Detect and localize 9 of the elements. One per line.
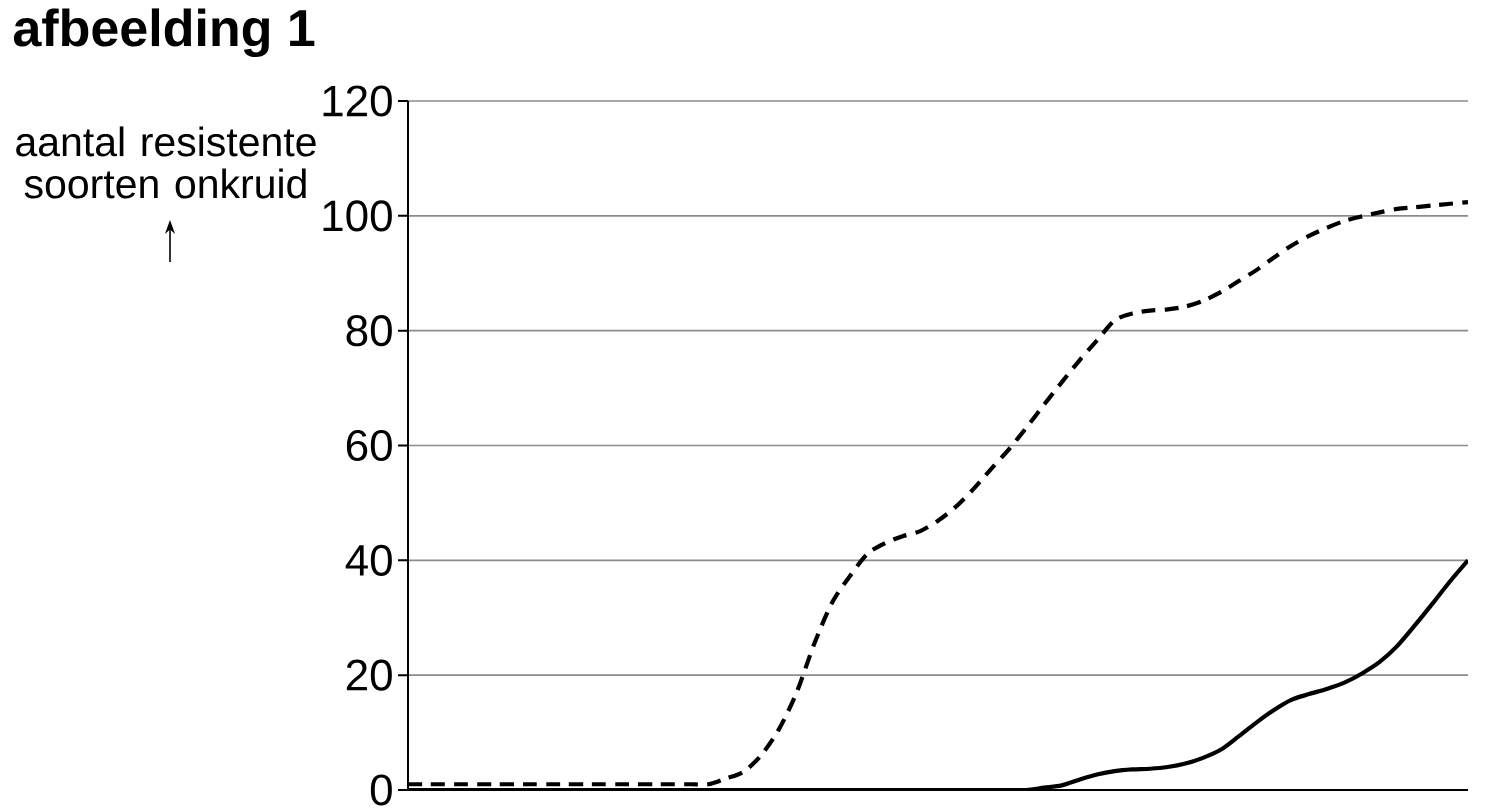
y-tick-label: 0 — [370, 774, 392, 806]
y-tick-label: 80 — [346, 315, 392, 347]
y-tick-label: 120 — [323, 85, 392, 117]
y-tick-label: 60 — [346, 429, 392, 462]
y-tick-label: 40 — [345, 544, 392, 576]
y-tick-label: 100 — [323, 200, 392, 232]
y-tick-label: 20 — [346, 659, 392, 691]
y-axis-title: aantal resistente soorten onkruid — [16, 126, 316, 199]
chart-title: afbeelding 1 — [13, 8, 315, 58]
